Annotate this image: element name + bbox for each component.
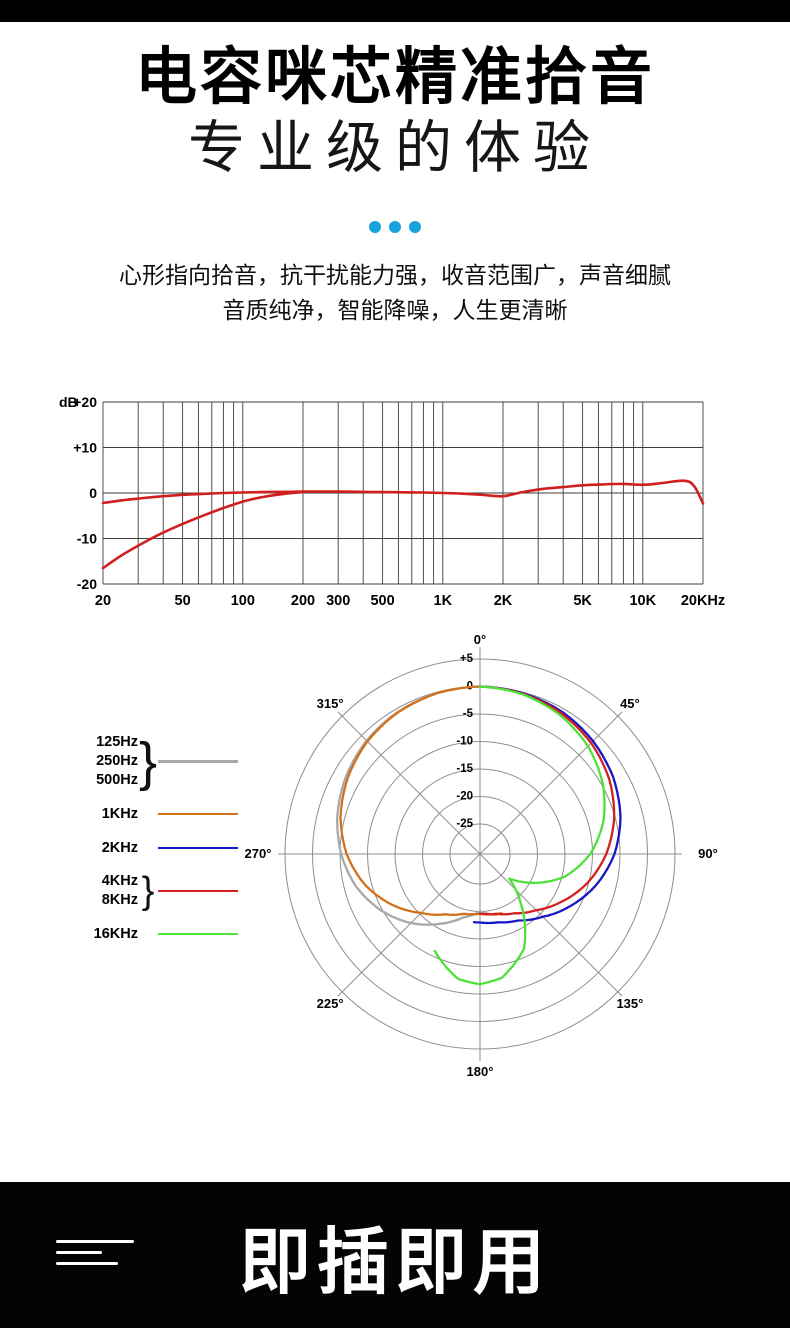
svg-text:+5: +5 xyxy=(460,653,474,665)
page-title: 电容咪芯精准拾音 xyxy=(134,43,655,112)
dot-icon xyxy=(409,221,421,233)
polar-series-2khz xyxy=(472,685,622,925)
menu-lines-icon xyxy=(56,1240,134,1273)
top-black-bar xyxy=(0,0,790,22)
frequency-response-chart: dB +20 +10 0 -10 -20 20 50 100 200 300 500 1K 2K 5K 10K… xyxy=(45,386,745,614)
svg-text:300: 300 xyxy=(326,593,350,609)
legend-item: 125Hz 250Hz 500Hz} xyxy=(80,733,250,790)
svg-text:dB: dB xyxy=(59,394,78,410)
legend-labels: 1KHz xyxy=(101,805,138,822)
legend-color-line xyxy=(158,760,238,763)
brace-glyph: } xyxy=(141,870,155,912)
legend-item: 1KHz} xyxy=(80,804,250,824)
svg-text:45°: 45° xyxy=(620,696,640,711)
footer-banner: 即插即用 xyxy=(0,1182,790,1328)
svg-text:-20: -20 xyxy=(456,791,473,803)
svg-text:0: 0 xyxy=(89,485,97,501)
brace-glyph: } xyxy=(138,731,158,792)
svg-text:50: 50 xyxy=(175,593,191,609)
svg-text:20: 20 xyxy=(95,593,111,609)
polar-legend: 125Hz250Hz500Hz}1KHz}2KHz}4KHz8KHz}16KHz… xyxy=(80,733,250,958)
legend-item: 16KHz} xyxy=(80,924,250,944)
svg-text:90°: 90° xyxy=(698,846,718,861)
svg-text:180°: 180° xyxy=(467,1064,494,1079)
deco-line xyxy=(56,1262,118,1265)
svg-text:-5: -5 xyxy=(463,708,474,720)
legend-labels: 2KHz xyxy=(101,839,138,856)
svg-text:135°: 135° xyxy=(616,996,643,1011)
svg-text:5K: 5K xyxy=(573,593,592,609)
polar-series-1khz xyxy=(339,685,503,916)
svg-text:1K: 1K xyxy=(434,593,453,609)
description-line-2: 音质纯净，智能降噪，人生更清晰 xyxy=(222,297,568,323)
svg-text:-10: -10 xyxy=(77,531,97,547)
dot-icon xyxy=(389,221,401,233)
svg-text:-10: -10 xyxy=(456,736,473,748)
polar-grid xyxy=(278,647,682,1061)
footer-title: 即插即用 xyxy=(238,1222,551,1303)
svg-text:315°: 315° xyxy=(317,696,344,711)
accent-dots xyxy=(0,221,790,233)
svg-text:500: 500 xyxy=(370,593,394,609)
svg-text:-25: -25 xyxy=(456,818,473,830)
svg-text:20KHz: 20KHz xyxy=(681,593,725,609)
deco-line xyxy=(56,1240,134,1243)
polar-series-4-8khz xyxy=(478,685,616,916)
page-subtitle: 专业级的体验 xyxy=(188,116,602,180)
legend-color-line xyxy=(158,812,238,816)
svg-text:270°: 270° xyxy=(245,846,272,861)
legend-color-line xyxy=(158,932,238,936)
svg-text:2K: 2K xyxy=(494,593,513,609)
polar-pattern-chart: 0° 45° 90° 135° 180° 225° 270° 315° +5 0 -5 -10 -15-… xyxy=(240,624,740,1102)
on-axis-response xyxy=(101,479,705,505)
product-description: 心形指向拾音，抗干扰能力强，收音范围广，声音细腻 音质纯净，智能降噪，人生更清晰 xyxy=(0,258,790,328)
polar-series-125-500hz xyxy=(336,685,498,926)
legend-color-line xyxy=(158,846,238,850)
svg-text:0°: 0° xyxy=(474,632,486,647)
dot-icon xyxy=(369,221,381,233)
svg-text:100: 100 xyxy=(231,593,255,609)
svg-text:225°: 225° xyxy=(317,996,344,1011)
polar-pattern-svg: 0°45°90°135°180°225°270°315°+50-5-10-15-… xyxy=(245,632,718,1079)
legend-color-line xyxy=(158,889,238,893)
svg-text:+10: +10 xyxy=(73,440,97,456)
svg-text:-20: -20 xyxy=(77,576,97,592)
svg-text:-15: -15 xyxy=(456,763,473,775)
legend-labels: 4KHz 8KHz xyxy=(101,873,138,908)
legend-item: 2KHz} xyxy=(80,838,250,858)
svg-text:+20: +20 xyxy=(73,394,97,410)
polar-series-16khz xyxy=(433,685,606,986)
low-frequency-rolloff xyxy=(101,490,305,570)
legend-item: 4KHz 8KHz} xyxy=(80,872,250,910)
svg-text:10K: 10K xyxy=(629,593,656,609)
deco-line xyxy=(56,1251,102,1254)
legend-labels: 16KHz xyxy=(93,925,138,942)
legend-labels: 125Hz 250Hz 500Hz xyxy=(96,734,138,788)
svg-text:200: 200 xyxy=(291,593,315,609)
description-line-1: 心形指向拾音，抗干扰能力强，收音范围广，声音细腻 xyxy=(119,262,671,288)
